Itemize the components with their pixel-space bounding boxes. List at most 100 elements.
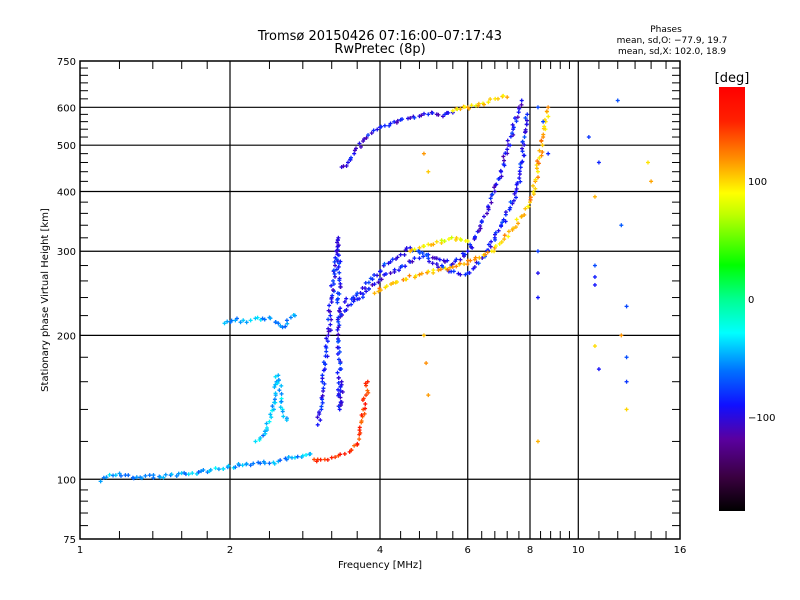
data-point [280, 325, 285, 330]
data-point [292, 313, 297, 318]
data-point [431, 268, 436, 273]
data-point [402, 252, 407, 257]
data-point [370, 282, 375, 287]
data-point [284, 318, 289, 323]
data-point [460, 251, 465, 256]
data-point [421, 333, 426, 338]
data-point [349, 155, 354, 160]
data-point [456, 271, 461, 276]
data-point [533, 177, 538, 182]
data-point [486, 242, 491, 247]
data-point [494, 182, 499, 187]
data-point [375, 273, 380, 278]
data-point [518, 179, 523, 184]
data-point [372, 282, 377, 287]
data-point [349, 302, 354, 307]
data-point [260, 316, 265, 321]
data-point [493, 244, 498, 249]
data-point [273, 320, 278, 325]
data-point [454, 264, 459, 269]
data-point [537, 156, 542, 161]
data-point [489, 200, 494, 205]
data-point [512, 191, 517, 196]
data-point [497, 176, 502, 181]
data-point [524, 122, 529, 127]
data-point [295, 454, 300, 459]
data-point [371, 128, 376, 133]
data-point [335, 370, 340, 375]
data-point [107, 472, 112, 477]
data-point [216, 467, 221, 472]
data-point [379, 277, 384, 282]
phase-stats-x: mean, sd,X: 102.0, 18.9 [618, 47, 726, 57]
data-point [421, 111, 426, 116]
data-point [546, 151, 551, 156]
data-point [321, 360, 326, 365]
data-point [161, 475, 166, 480]
data-point [506, 234, 511, 239]
data-point [426, 112, 431, 117]
data-point [417, 256, 422, 261]
data-point [523, 127, 528, 132]
data-point [473, 234, 478, 239]
data-point [458, 107, 463, 112]
data-point [234, 316, 239, 321]
data-point [363, 381, 368, 386]
data-point [286, 454, 291, 459]
data-point [276, 373, 281, 378]
data-point [315, 415, 320, 420]
data-point [104, 475, 109, 480]
data-point [320, 379, 325, 384]
data-point [526, 204, 531, 209]
data-point [454, 257, 459, 262]
x-tick-label: 2 [227, 545, 233, 556]
data-point [499, 239, 504, 244]
data-point [320, 393, 325, 398]
data-point [339, 367, 344, 372]
data-point [645, 160, 650, 165]
data-point [398, 252, 403, 257]
data-point [352, 151, 357, 156]
data-point [534, 163, 539, 168]
data-point [528, 195, 533, 200]
phase-stats-o: mean, sd,O: −77.9, 19.7 [617, 36, 728, 46]
data-point [338, 389, 343, 394]
data-point [535, 169, 540, 174]
data-point [357, 437, 362, 442]
data-point [488, 97, 493, 102]
data-point [522, 212, 527, 217]
data-point [388, 259, 393, 264]
data-point [308, 451, 313, 456]
data-point [446, 237, 451, 242]
data-point [520, 159, 525, 164]
x-tick-label: 6 [465, 545, 471, 556]
data-point [485, 211, 490, 216]
data-point [276, 378, 281, 383]
data-point [143, 473, 148, 478]
data-point [499, 174, 504, 179]
data-point [327, 309, 332, 314]
data-point [592, 194, 597, 199]
data-point [535, 295, 540, 300]
data-point [353, 146, 358, 151]
data-point [163, 472, 168, 477]
data-point [326, 333, 331, 338]
data-point [511, 226, 516, 231]
data-point [378, 288, 383, 293]
data-point [441, 265, 446, 270]
data-point [225, 319, 230, 324]
data-point [458, 272, 463, 277]
x-tick-label: 1 [77, 545, 83, 556]
data-point [496, 228, 501, 233]
data-point [436, 112, 441, 117]
data-point [253, 316, 258, 321]
data-point [366, 390, 371, 395]
data-point [336, 332, 341, 337]
data-point [489, 239, 494, 244]
data-point [516, 110, 521, 115]
data-point [186, 472, 191, 477]
data-point [268, 316, 273, 321]
data-point [477, 255, 482, 260]
data-point [462, 262, 467, 267]
data-point [278, 458, 283, 463]
